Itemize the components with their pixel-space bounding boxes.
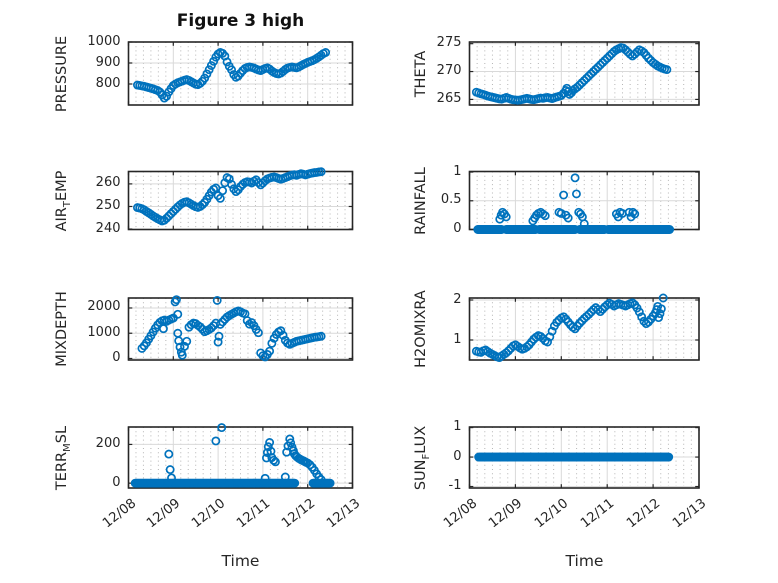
y-tick-label: 0 xyxy=(453,221,462,236)
figure-title: Figure 3 high xyxy=(176,11,305,31)
y-tick-label: 250 xyxy=(95,197,121,213)
y-tick-label: -1 xyxy=(448,478,462,494)
x-axis-label-right: Time xyxy=(565,552,604,570)
y-tick-label: 800 xyxy=(95,75,121,91)
y-tick-label: 1 xyxy=(453,163,462,179)
y-tick-label: 0 xyxy=(112,349,121,365)
y-tick-label: 900 xyxy=(95,54,121,70)
y-tick-label: 1 xyxy=(453,331,462,347)
subplot-air-temp xyxy=(127,167,354,231)
y-tick-label: 240 xyxy=(95,220,121,236)
subplot-mixdepth xyxy=(127,295,354,362)
y-tick-label: 1 xyxy=(453,419,462,435)
subplot-sun-flux xyxy=(468,426,700,489)
subplot-terr-msl xyxy=(127,423,354,489)
y-tick-label: 2000 xyxy=(87,299,121,315)
y-tick-label: 275 xyxy=(436,35,462,51)
y-tick-label: 0.5 xyxy=(440,192,462,208)
y-tick-label: 265 xyxy=(436,90,462,106)
ylabel-terr-msl: TERRMSL xyxy=(53,425,73,490)
y-tick-label: 2 xyxy=(453,291,462,307)
y-tick-label: 260 xyxy=(95,175,121,191)
y-tick-label: 0 xyxy=(112,474,121,490)
subplot-theta xyxy=(468,41,700,106)
y-tick-label: 1000 xyxy=(87,324,121,340)
subplot-pressure xyxy=(127,41,354,106)
subplot-h2omixra xyxy=(468,293,700,363)
y-tick-label: 200 xyxy=(95,435,121,451)
subplot-rainfall xyxy=(468,170,700,234)
y-tick-label: 270 xyxy=(436,63,462,79)
y-tick-label: 0 xyxy=(453,448,462,464)
y-tick-label: 1000 xyxy=(87,33,121,49)
x-axis-label-left: Time xyxy=(221,552,260,570)
